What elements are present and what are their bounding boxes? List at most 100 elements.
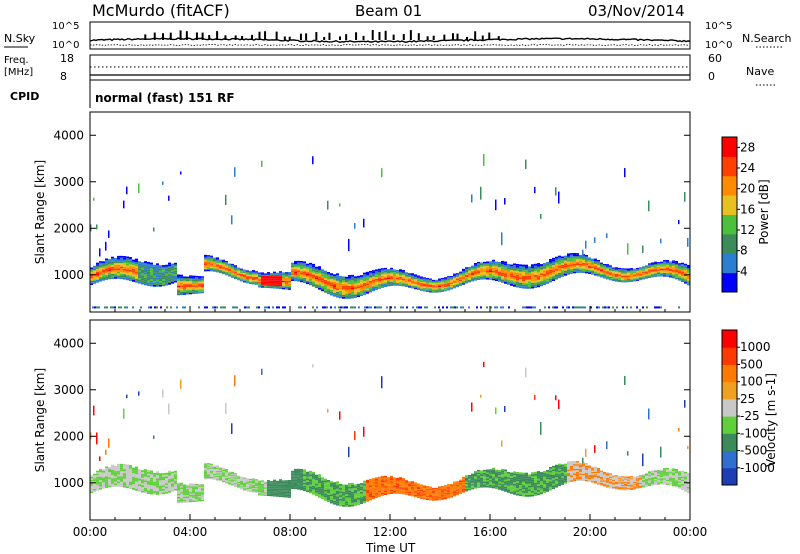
velocity-cell [543,472,546,475]
power-cell [450,286,453,288]
velocity-cell [354,495,357,497]
power-cell [555,267,558,270]
velocity-cell [516,477,519,480]
velocity-cell [453,483,456,485]
power-cell [675,265,678,267]
power-cell [96,273,99,275]
power-cell [222,271,225,274]
velocity-cell [354,500,357,503]
velocity-cell [495,479,498,481]
power-cell [177,293,180,296]
velocity-cell [105,476,108,479]
power-cell [171,271,174,274]
power-cell [171,268,174,271]
power-cell [234,270,237,272]
power-cell [123,256,126,258]
velocity-cell [549,488,552,491]
power-cell [372,271,375,274]
power-cell [432,281,435,284]
power-cell [381,284,384,287]
velocity-cell [249,478,252,480]
power-cell [363,279,366,282]
power-cell [315,279,318,281]
velocity-cell [552,481,555,484]
power-cell [540,214,542,219]
power-cell [606,273,609,275]
velocity-cell [276,483,279,485]
power-cell [120,268,123,271]
power-cell [552,275,555,278]
velocity-cell [393,477,396,479]
power-cell [504,276,507,279]
power-cell [402,271,405,273]
velocity-cell [453,492,456,495]
velocity-cell [243,487,246,489]
velocity-cell [123,469,126,472]
velocity-cell [237,478,240,480]
velocity-cell [381,480,384,483]
power-cell [615,276,618,278]
power-cell [321,289,324,292]
velocity-cell [477,483,480,486]
power-cell [228,268,231,271]
velocity-cell [237,481,240,483]
colorbar-tick-label: 28 [740,140,755,154]
velocity-cell [165,484,168,487]
velocity-cell [180,493,183,496]
velocity-cell [516,475,519,478]
power-cell [264,274,267,276]
power-cell [630,269,633,271]
power-cell [522,306,524,309]
power-cell [96,265,99,268]
power-cell [171,276,174,279]
power-cell [360,282,363,284]
velocity-cell [474,473,477,476]
power-cell [546,276,549,279]
velocity-cell [393,478,396,481]
power-cell [489,267,492,270]
power-cell [663,272,666,275]
power-cell [154,306,156,309]
velocity-cell [303,469,306,472]
power-cell [141,282,144,285]
power-cell [597,262,600,264]
velocity-cell [519,477,522,480]
power-cell [486,273,489,275]
power-cell [552,263,555,265]
velocity-cell [279,479,282,481]
power-cell [459,274,462,276]
power-cell [126,258,129,261]
power-cell [438,279,441,281]
velocity-cell [102,485,105,488]
velocity-cell [468,478,471,481]
power-cell [672,263,675,265]
power-cell [321,271,324,274]
velocity-cell [276,490,279,492]
velocity-cell [438,488,441,490]
velocity-cell [525,485,528,488]
power-cell [494,306,496,309]
velocity-cell [303,484,306,487]
power-cell [219,266,222,268]
velocity-cell [486,473,489,476]
power-cell [192,278,195,280]
velocity-cell [258,490,261,493]
power-cell [228,274,231,276]
power-cell [669,264,672,266]
power-cell [183,282,186,285]
power-cell [486,261,489,263]
power-cell [327,271,330,274]
power-cell [243,274,246,277]
velocity-cell [117,483,120,486]
velocity-cell [282,486,285,488]
velocity-cell [252,478,255,480]
power-cell [258,274,261,276]
velocity-cell [387,487,390,489]
power-cell [498,275,501,277]
power-cell [642,268,645,270]
velocity-cell [234,479,237,481]
power-cell [258,284,261,286]
power-cell [171,266,174,269]
velocity-cell [384,483,387,485]
velocity-cell [399,481,402,483]
